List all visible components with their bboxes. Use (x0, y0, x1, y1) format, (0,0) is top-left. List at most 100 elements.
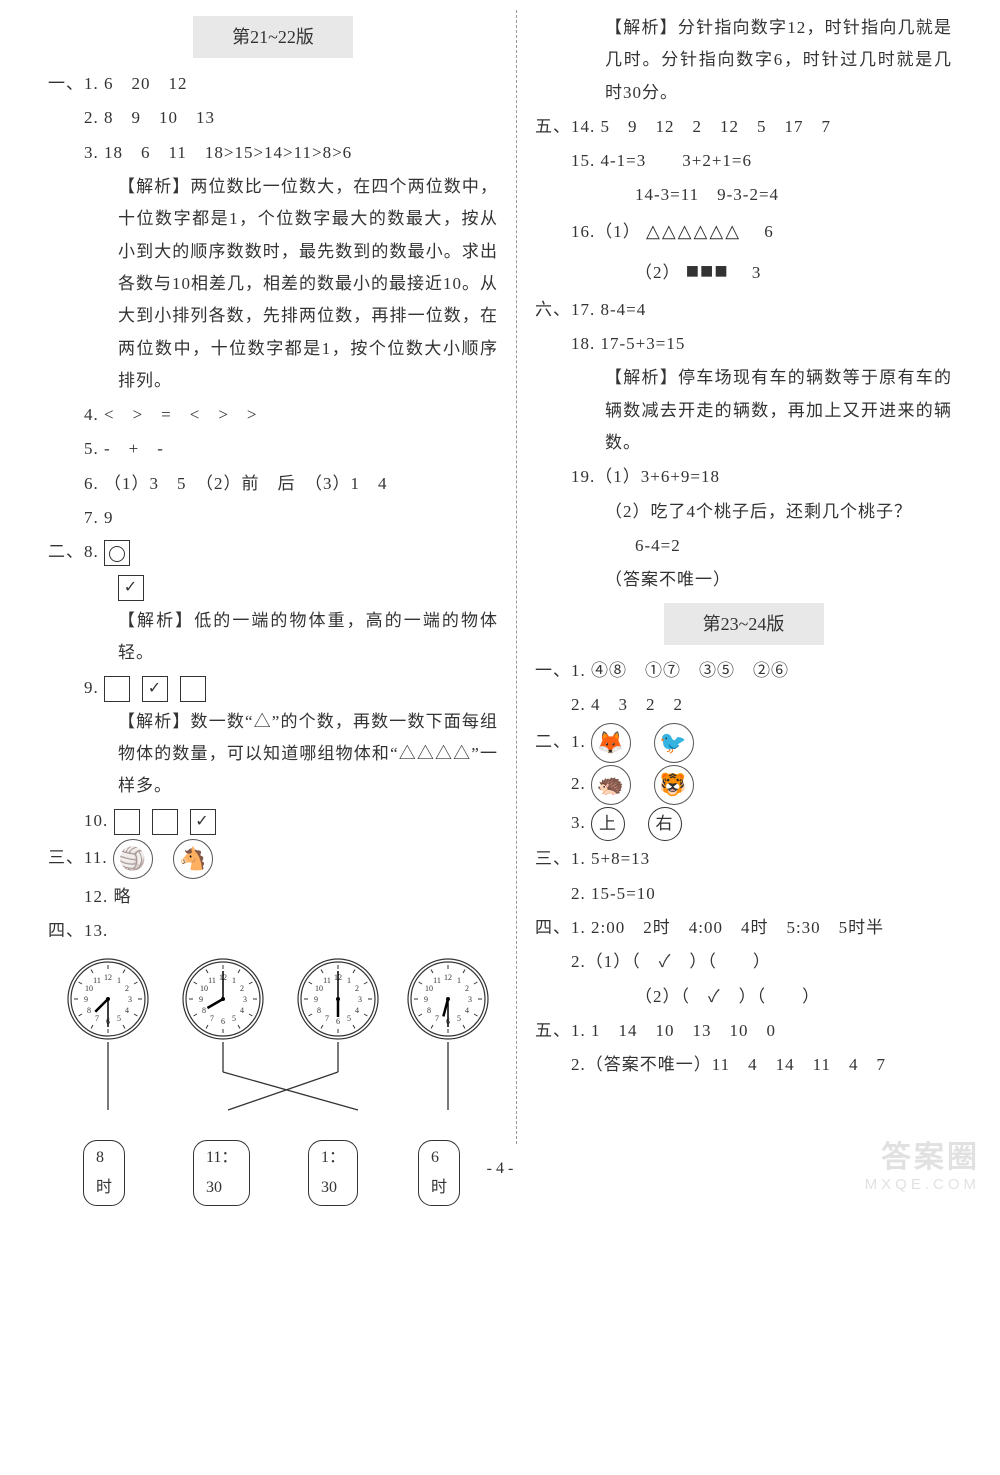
p2-1-1: 一、1. ④⑧ ①⑦ ③⑤ ②⑥ (535, 655, 952, 687)
q3-12: 12. 略 (48, 881, 498, 913)
p2-4-2a: 2.（1）（ ✓ ）（ ） (535, 946, 952, 978)
box-circle (104, 540, 130, 566)
svg-text:11: 11 (323, 976, 331, 985)
time-box: 8时 (83, 1140, 125, 1207)
svg-text:6: 6 (221, 1017, 225, 1026)
p2-4-1: 四、1. 2:00 2时 4:00 4时 5:30 5时半 (535, 912, 952, 944)
p2-4-2b: （2）（ ✓ ）（ ） (535, 981, 952, 1013)
p2-5-1: 五、1. 1 14 10 13 10 0 (535, 1015, 952, 1047)
p2-2-2-label: 2. (571, 774, 586, 793)
svg-text:12: 12 (444, 973, 452, 982)
svg-text:8: 8 (202, 1006, 206, 1015)
svg-text:2: 2 (355, 984, 359, 993)
q2-10: 10. ✓ (48, 805, 498, 837)
svg-text:9: 9 (424, 995, 428, 1004)
q3-11: 三、11. 🏐 🐴 (48, 839, 498, 879)
q2-8-explain: 【解析】低的一端的物体重，高的一端的物体轻。 (48, 605, 498, 670)
svg-text:12: 12 (104, 973, 112, 982)
q5-16b: （2） ■■■ 3 (535, 250, 952, 292)
svg-text:7: 7 (325, 1014, 329, 1023)
q6-19b: （2）吃了4个桃子后，还剩几个桃子？ (535, 496, 952, 528)
q6-17: 六、17. 8-4=4 (535, 294, 952, 326)
two-column-layout: 第21~22版 一、1. 6 20 12 2. 8 9 10 1 3 3. 18 … (30, 10, 970, 1144)
q6-18-explain: 【解析】停车场现有车的辆数等于原有车的辆数减去开走的辆数，再加上又开进来的辆数。 (535, 362, 952, 459)
circle-text-right: 右 (648, 807, 682, 841)
q5-16a: 16.（1） △△△△△△ 6 (535, 214, 952, 248)
svg-text:1: 1 (232, 976, 236, 985)
q1-3: 3. 18 6 11 18>15>14>11>8>6 (48, 137, 498, 169)
circle-icon (109, 546, 125, 562)
p2-2-1-label: 二、1. (535, 732, 586, 751)
svg-text:9: 9 (84, 995, 88, 1004)
q6-18: 18. 17-5+3=15 (535, 328, 952, 360)
svg-text:10: 10 (200, 984, 208, 993)
svg-text:5: 5 (232, 1014, 236, 1023)
svg-text:8: 8 (317, 1006, 321, 1015)
p2-3-2: 2. 15-5=10 (535, 878, 952, 910)
box-empty (104, 676, 130, 702)
svg-text:11: 11 (433, 976, 441, 985)
q6-19d: （答案不唯一） (535, 564, 952, 596)
svg-text:7: 7 (210, 1014, 214, 1023)
svg-text:7: 7 (95, 1014, 99, 1023)
svg-text:3: 3 (243, 995, 247, 1004)
svg-text:10: 10 (315, 984, 323, 993)
q5-15a: 15. 4-1=3 3+2+1=6 (535, 145, 952, 177)
box-check: ✓ (190, 809, 216, 835)
q2-9-label: 9. (84, 678, 99, 697)
svg-text:1: 1 (457, 976, 461, 985)
svg-text:5: 5 (347, 1014, 351, 1023)
q4-13-explain: 【解析】分针指向数字12，时针指向几就是几时。分针指向数字6，时针过几时就是几时… (535, 12, 952, 109)
q1-4: 4. < > = < > > (48, 399, 498, 431)
time-box: 11：30 (193, 1140, 250, 1207)
rocking-horse-icon: 🐴 (173, 839, 213, 879)
time-box: 1：30 (308, 1140, 358, 1207)
q1-1: 一、1. 6 20 12 (48, 68, 498, 100)
animal-icon-2: 🐦 (654, 723, 694, 763)
section-header-23-24: 第23~24版 (664, 603, 824, 645)
svg-text:5: 5 (457, 1014, 461, 1023)
svg-text:2: 2 (465, 984, 469, 993)
q5-16b-label: （2） (635, 263, 681, 282)
svg-text:4: 4 (465, 1006, 469, 1015)
box-empty (114, 809, 140, 835)
q1-7: 7. 9 (48, 502, 498, 534)
svg-text:11: 11 (208, 976, 216, 985)
q5-15b: 14-3=11 9-3-2=4 (535, 179, 952, 211)
q5-16a-num: 6 (746, 222, 774, 241)
circle-text-up: 上 (591, 807, 625, 841)
time-box: 6时 (418, 1140, 460, 1207)
svg-text:2: 2 (240, 984, 244, 993)
volleyball-icon: 🏐 (113, 839, 153, 879)
box-check: ✓ (118, 575, 144, 601)
left-column: 第21~22版 一、1. 6 20 12 2. 8 9 10 13 3. 18 … (30, 10, 517, 1144)
q3-11-label: 三、11. (48, 848, 108, 867)
svg-text:9: 9 (199, 995, 203, 1004)
svg-text:9: 9 (314, 995, 318, 1004)
box-empty (180, 676, 206, 702)
q5-16a-label: 16.（1） (571, 222, 641, 241)
p2-5-2: 2.（答案不唯一）11 4 14 11 4 7 (535, 1049, 952, 1081)
svg-text:1: 1 (117, 976, 121, 985)
animal-icon-1: 🦊 (591, 723, 631, 763)
svg-text:1: 1 (347, 976, 351, 985)
svg-text:3: 3 (358, 995, 362, 1004)
right-column: 【解析】分针指向数字12，时针指向几就是几时。分针指向数字6，时针过几时就是几时… (517, 10, 970, 1144)
q5-14: 五、14. 5 9 12 2 12 5 17 7 (535, 111, 952, 143)
q6-19a: 19.（1）3+6+9=18 (535, 461, 952, 493)
svg-text:4: 4 (125, 1006, 129, 1015)
section-header-21-22: 第21~22版 (193, 16, 353, 58)
q2-8-row2: ✓ (48, 571, 498, 603)
svg-text:6: 6 (336, 1017, 340, 1026)
p2-2-3-label: 3. (571, 813, 586, 832)
squares-icon: ■■■ (686, 258, 729, 283)
svg-text:3: 3 (128, 995, 132, 1004)
q2-10-label: 10. (84, 811, 108, 830)
p2-2-3: 3. 上 右 (535, 807, 952, 841)
svg-text:10: 10 (425, 984, 433, 993)
p2-3-1: 三、1. 5+8=13 (535, 843, 952, 875)
q1-3-explain: 【解析】两位数比一位数大，在四个两位数中，十位数字都是1，个位数字最大的数最大，… (48, 171, 498, 397)
svg-text:4: 4 (240, 1006, 244, 1015)
svg-text:4: 4 (355, 1006, 359, 1015)
box-empty (152, 809, 178, 835)
